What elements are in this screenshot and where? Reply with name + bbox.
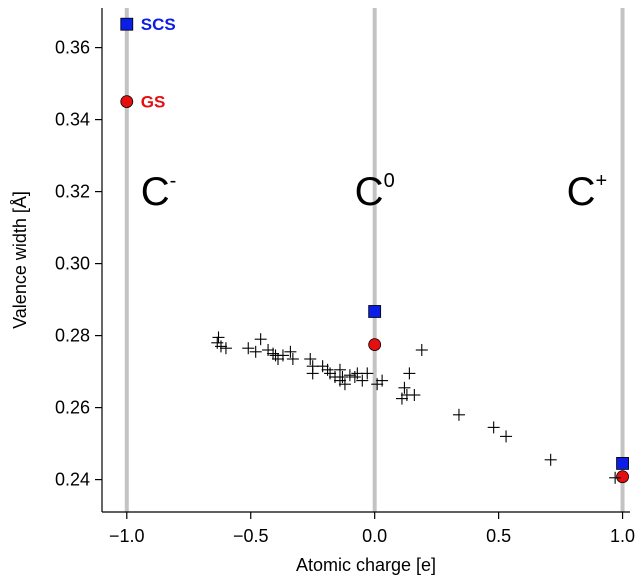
scs-point bbox=[120, 17, 134, 31]
y-tick-label: 0.34 bbox=[55, 110, 90, 130]
cross-point bbox=[272, 353, 284, 365]
reference-lines bbox=[124, 8, 625, 512]
cross-point bbox=[544, 453, 557, 466]
axes bbox=[101, 8, 630, 513]
cross-point bbox=[348, 371, 361, 383]
cross-point bbox=[408, 389, 421, 401]
y-axis-ticks: 0.24 0.26 0.28 0.30 0.32 0.34 0.36 bbox=[55, 38, 102, 490]
cross-point bbox=[336, 371, 349, 383]
cross-point bbox=[415, 344, 428, 356]
cross-point bbox=[276, 349, 289, 362]
cross-point bbox=[487, 421, 500, 434]
cross-point bbox=[395, 392, 408, 405]
cross-point bbox=[262, 344, 275, 356]
cross-point bbox=[324, 367, 337, 380]
region-label-text: C bbox=[355, 170, 384, 214]
cross-point bbox=[398, 381, 411, 394]
scs-point bbox=[616, 456, 629, 470]
cross-point bbox=[304, 353, 317, 365]
x-axis-title: Atomic charge [e] bbox=[296, 555, 436, 575]
gs-point bbox=[120, 95, 134, 108]
cross-point bbox=[321, 363, 334, 376]
region-label-superscript: 0 bbox=[384, 170, 395, 192]
region-label-superscript: + bbox=[595, 170, 607, 192]
region-label-text: C bbox=[141, 170, 170, 214]
region-label: C0 bbox=[355, 170, 395, 214]
cross-point bbox=[284, 345, 297, 358]
region-label: C+ bbox=[567, 170, 608, 214]
legend-annotations: SCS GS bbox=[141, 15, 176, 111]
region-label-text: C bbox=[567, 170, 596, 214]
x-tick-label: −1.0 bbox=[109, 526, 145, 546]
y-axis-title: Valence width [Å] bbox=[10, 191, 30, 329]
region-labels: C- C0 C+ bbox=[141, 170, 607, 214]
cross-point bbox=[343, 369, 356, 382]
cross-point bbox=[254, 333, 267, 346]
legend-label-gs: GS bbox=[141, 93, 166, 112]
cross-point bbox=[286, 353, 299, 365]
cross-point bbox=[500, 430, 513, 443]
y-tick-label: 0.28 bbox=[55, 326, 90, 346]
y-tick-label: 0.30 bbox=[55, 254, 90, 274]
cross-point bbox=[338, 378, 351, 391]
cross-point bbox=[356, 374, 369, 387]
cross-point bbox=[452, 408, 465, 421]
cross-point bbox=[316, 360, 329, 373]
x-tick-label: −0.5 bbox=[233, 526, 269, 546]
gs-point bbox=[368, 338, 382, 352]
cross-point bbox=[376, 374, 389, 387]
cross-point bbox=[249, 345, 262, 358]
cross-point bbox=[361, 367, 374, 380]
cross-point bbox=[214, 340, 227, 353]
y-tick-label: 0.36 bbox=[55, 38, 90, 58]
cross-point bbox=[212, 331, 225, 344]
y-tick-label: 0.24 bbox=[55, 470, 90, 490]
y-tick-label: 0.32 bbox=[55, 182, 90, 202]
data-points bbox=[120, 17, 629, 484]
gs-point bbox=[616, 470, 629, 484]
legend-label-scs: SCS bbox=[141, 15, 176, 34]
cross-point bbox=[609, 471, 622, 484]
x-tick-label: 0.5 bbox=[486, 526, 511, 546]
cross-point bbox=[242, 342, 255, 355]
cross-point bbox=[267, 347, 280, 360]
x-tick-label: 0.0 bbox=[362, 526, 387, 546]
region-label-superscript: - bbox=[170, 170, 177, 192]
region-label: C- bbox=[141, 170, 177, 214]
cross-point bbox=[306, 367, 319, 380]
cross-point bbox=[403, 367, 416, 380]
cross-point bbox=[219, 342, 232, 355]
cross-point bbox=[333, 374, 346, 387]
scs-point bbox=[368, 305, 382, 318]
x-tick-label: 1.0 bbox=[610, 526, 635, 546]
x-axis-ticks: −1.0 −0.5 0.0 0.5 1.0 bbox=[109, 512, 635, 546]
cross-point bbox=[333, 363, 346, 376]
y-tick-label: 0.26 bbox=[55, 398, 90, 418]
